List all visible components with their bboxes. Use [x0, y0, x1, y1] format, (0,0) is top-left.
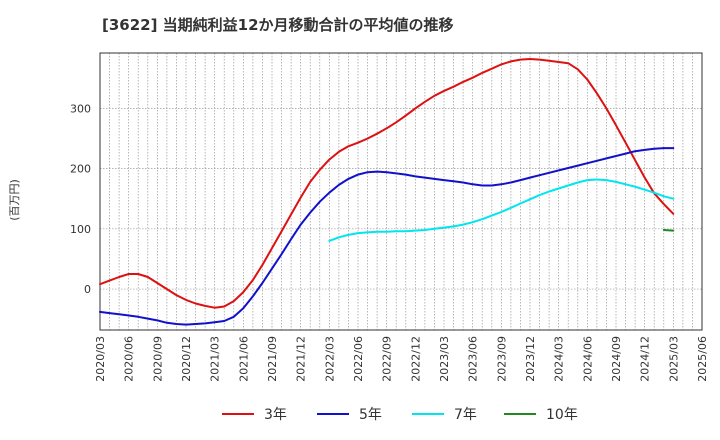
x-tick-label: 2022/06 — [352, 336, 365, 382]
x-tick-label: 2022/12 — [409, 336, 422, 382]
x-tick-label: 2025/03 — [667, 336, 680, 382]
chart-title: [3622] 当期純利益12か月移動合計の平均値の推移 — [102, 16, 454, 34]
series-line — [328, 178, 675, 242]
series-line — [99, 147, 675, 326]
x-tick-label: 2020/06 — [123, 336, 136, 382]
x-tick-label: 2023/06 — [467, 336, 480, 382]
x-tick-label: 2020/12 — [180, 336, 193, 382]
y-axis: 0 100 200 300 — [70, 102, 91, 296]
legend: 3年 5年 7年 10年 — [222, 407, 578, 423]
x-tick-label: 2020/03 — [94, 336, 107, 382]
grid — [100, 53, 702, 330]
x-axis: 2020/03 2020/06 2020/09 2020/12 2021/03 2021/… — [94, 336, 709, 382]
legend-label: 5年 — [359, 407, 382, 423]
x-tick-label: 2022/09 — [381, 336, 394, 382]
x-tick-label: 2021/09 — [266, 336, 279, 382]
x-tick-label: 2021/12 — [295, 336, 308, 382]
y-tick-label: 300 — [70, 102, 91, 115]
legend-label: 10年 — [546, 407, 578, 423]
x-tick-label: 2021/06 — [237, 336, 250, 382]
x-tick-label: 2024/06 — [581, 336, 594, 382]
series-line — [662, 229, 675, 232]
x-tick-label: 2020/09 — [151, 336, 164, 382]
x-tick-label: 2023/09 — [495, 336, 508, 382]
x-tick-label: 2024/03 — [553, 336, 566, 382]
series-line — [99, 58, 675, 309]
x-tick-label: 2025/06 — [696, 336, 709, 382]
plot-frame — [99, 52, 703, 331]
legend-label: 3年 — [264, 407, 287, 423]
x-tick-label: 2024/09 — [610, 336, 623, 382]
x-tick-label: 2022/03 — [323, 336, 336, 382]
y-tick-label: 200 — [70, 163, 91, 176]
y-tick-label: 0 — [84, 283, 91, 296]
x-tick-label: 2023/03 — [438, 336, 451, 382]
x-tick-label: 2021/03 — [209, 336, 222, 382]
x-tick-label: 2024/12 — [639, 336, 652, 382]
y-axis-title: (百万円) — [8, 179, 21, 221]
y-tick-label: 100 — [70, 223, 91, 236]
plot-lines — [99, 58, 675, 326]
legend-label: 7年 — [454, 407, 477, 423]
x-tick-label: 2023/12 — [524, 336, 537, 382]
